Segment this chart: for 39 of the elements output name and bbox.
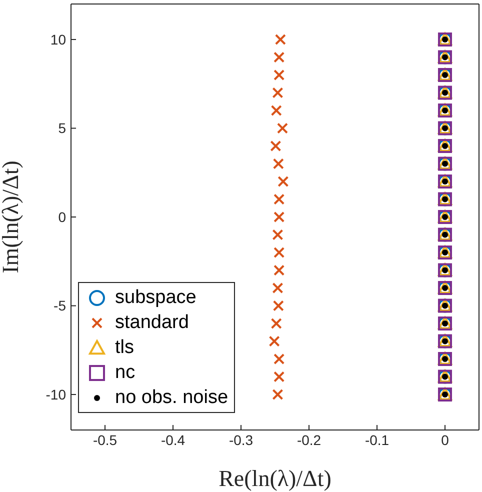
point (272, 389, 284, 400)
x-axis-title: Re(ln(λ)/Δt) (218, 466, 332, 491)
point (274, 354, 285, 364)
y-tick-label: -10 (46, 386, 66, 402)
point (272, 158, 284, 170)
x-tick-label: -0.1 (364, 432, 390, 448)
y-tick-label: -5 (54, 298, 66, 314)
point (274, 52, 285, 63)
y-tick-label: 0 (58, 208, 66, 225)
legend-label: no obs. noise (115, 386, 228, 408)
point (272, 282, 284, 294)
x-tick-label: -0.3 (228, 432, 254, 448)
point (274, 247, 285, 258)
point (274, 34, 286, 45)
x-tick-label: -0.2 (296, 432, 322, 448)
point (274, 264, 285, 276)
legend-label: nc (115, 362, 136, 384)
point (268, 336, 280, 347)
legend-label: subspace (115, 286, 196, 308)
point (270, 140, 282, 152)
y-tick-label: 10 (50, 31, 66, 48)
point (278, 176, 289, 187)
x-tick-label: -0.4 (160, 432, 186, 448)
point (272, 300, 284, 312)
y-tick-label: 5 (58, 120, 66, 136)
legend-label: tls (115, 336, 134, 358)
x-tick-label: 0 (441, 432, 450, 448)
point (270, 318, 282, 329)
point (274, 371, 285, 382)
y-axis-title: Im(ln(λ)/Δt) (0, 160, 24, 274)
point (272, 229, 284, 240)
point (274, 70, 285, 80)
point (274, 212, 285, 222)
legend-label: standard (115, 312, 189, 334)
point (274, 194, 285, 205)
point (276, 122, 288, 134)
x-tick-label: -0.5 (92, 432, 118, 448)
point (270, 105, 282, 116)
point (272, 87, 284, 98)
